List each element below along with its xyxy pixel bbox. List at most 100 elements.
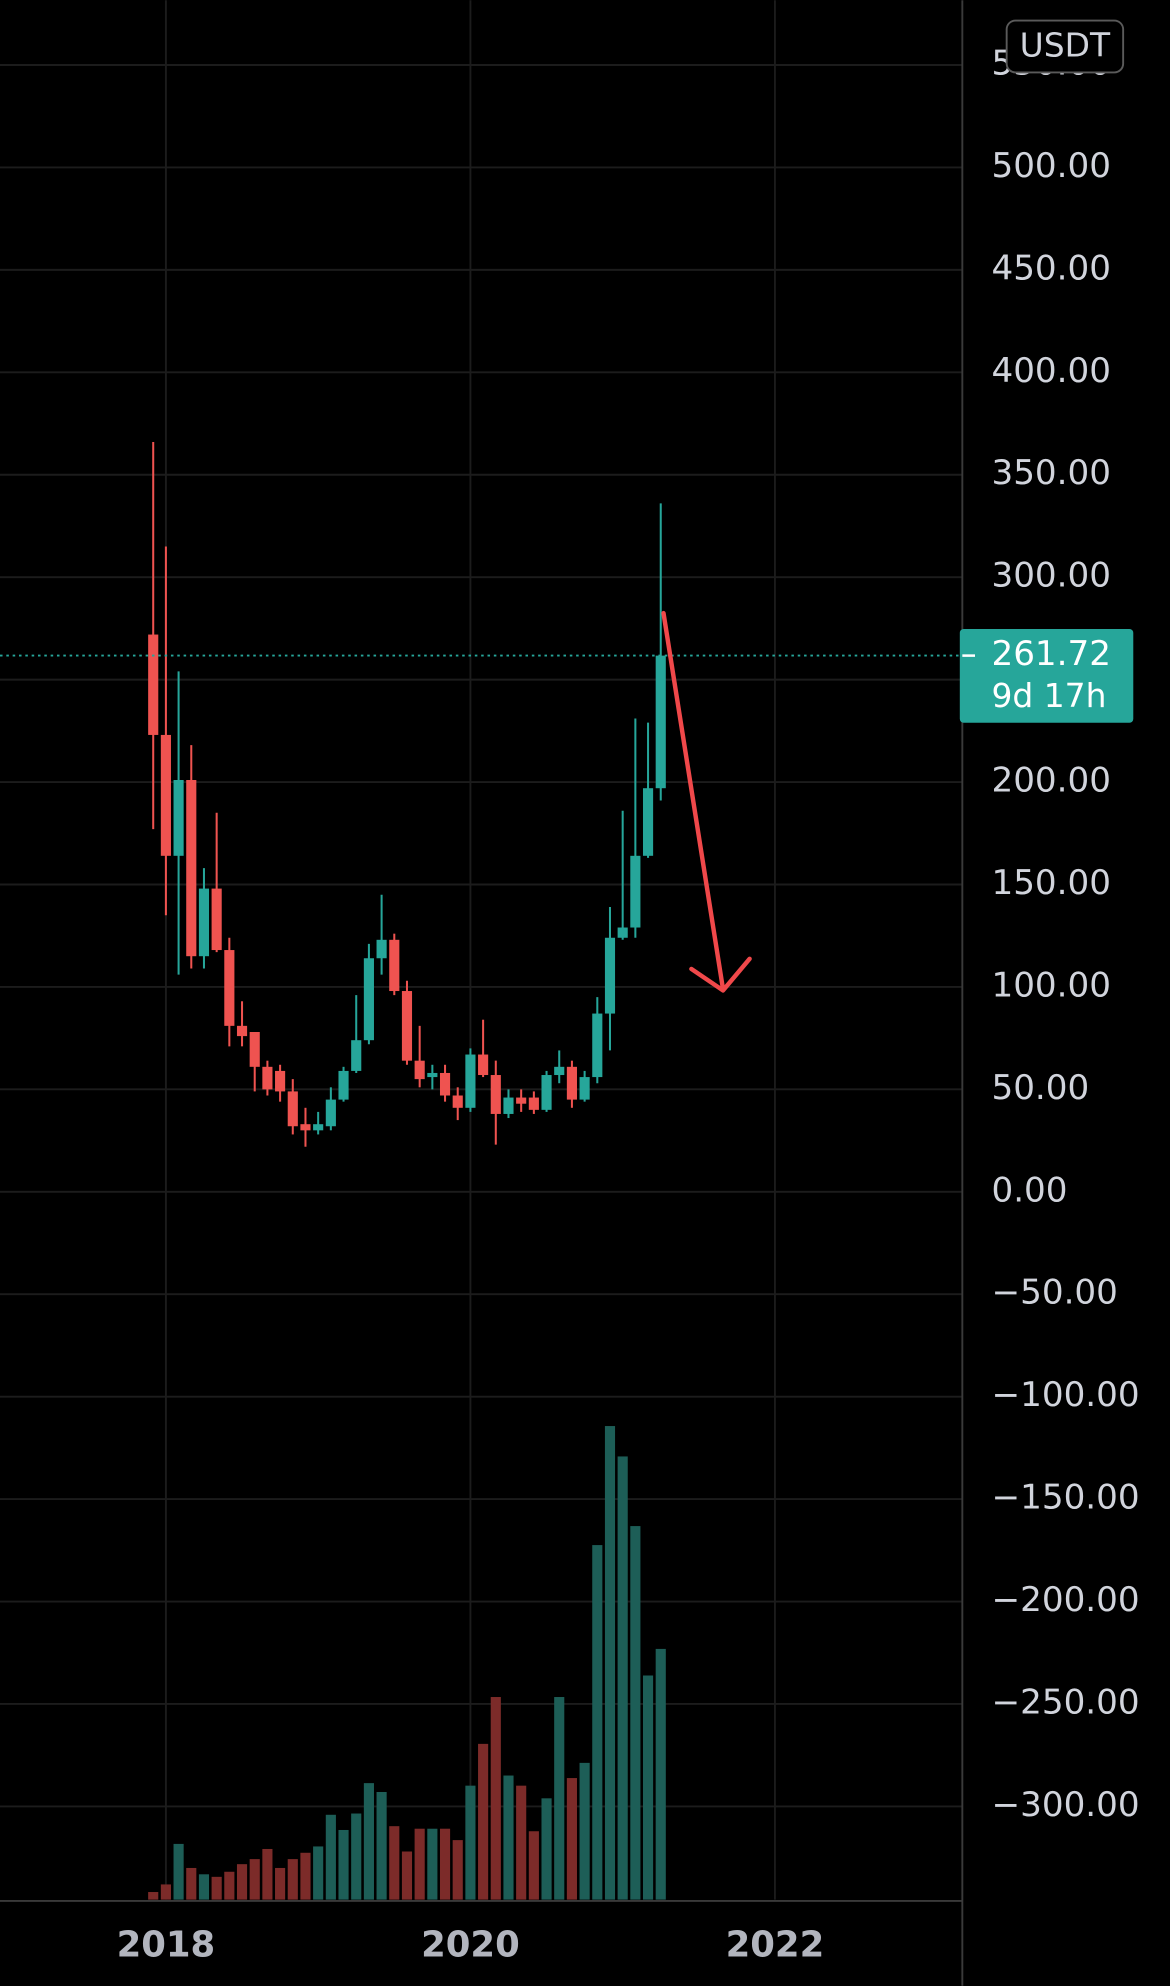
candle-body bbox=[236, 1025, 248, 1037]
candle-body bbox=[211, 888, 222, 951]
volume-bar bbox=[528, 1831, 539, 1900]
y-tick-label: 500.00 bbox=[991, 146, 1111, 186]
y-tick-label: −200.00 bbox=[991, 1580, 1139, 1620]
candle-body bbox=[617, 927, 628, 938]
volume-bar bbox=[604, 1426, 616, 1900]
candle-body bbox=[554, 1066, 565, 1076]
arrow-head bbox=[689, 956, 752, 993]
candle-body bbox=[541, 1075, 552, 1110]
volume-bar bbox=[198, 1874, 210, 1900]
volume-bar bbox=[566, 1778, 577, 1900]
candle-body bbox=[566, 1066, 577, 1100]
candle-body bbox=[275, 1070, 286, 1092]
y-tick-label: 100.00 bbox=[991, 965, 1111, 1005]
volume-bar bbox=[173, 1843, 184, 1900]
volume-bar bbox=[287, 1859, 298, 1900]
y-tick-label: 400.00 bbox=[991, 351, 1111, 391]
candle-body bbox=[642, 788, 654, 856]
candle-body bbox=[604, 937, 616, 1014]
volume-bar bbox=[389, 1826, 400, 1900]
y-tick-label: 0.00 bbox=[991, 1170, 1067, 1210]
volume-bar bbox=[275, 1867, 286, 1900]
candle-body bbox=[363, 958, 374, 1041]
trend-arrow bbox=[661, 610, 752, 993]
y-tick-label: 450.00 bbox=[991, 248, 1111, 288]
candle-body bbox=[325, 1099, 336, 1127]
candle-body bbox=[630, 855, 641, 928]
candle-body bbox=[592, 1013, 603, 1078]
candle-body bbox=[439, 1072, 451, 1096]
arrow-shaft bbox=[661, 610, 726, 992]
candle-body bbox=[262, 1066, 273, 1090]
x-tick-label: 2022 bbox=[726, 1924, 825, 1965]
candle-body bbox=[287, 1091, 298, 1127]
candles bbox=[0, 441, 963, 1147]
candle-body bbox=[465, 1054, 476, 1108]
candle-body bbox=[224, 950, 235, 1026]
candle-body bbox=[478, 1054, 489, 1076]
volume-bar bbox=[478, 1743, 489, 1900]
candle-body bbox=[351, 1040, 362, 1071]
candle-body bbox=[148, 634, 159, 735]
volume-bar bbox=[655, 1648, 666, 1900]
volume-pane bbox=[148, 1426, 666, 1900]
candle-body bbox=[528, 1097, 539, 1110]
candle-body bbox=[401, 991, 413, 1061]
candle-body bbox=[160, 734, 171, 856]
volume-bar bbox=[338, 1829, 349, 1900]
candle-body bbox=[186, 780, 197, 957]
candle-body bbox=[579, 1077, 590, 1100]
volume-bar bbox=[236, 1864, 248, 1900]
volume-bar bbox=[224, 1871, 235, 1900]
volume-bar bbox=[186, 1867, 197, 1900]
y-tick-label: −50.00 bbox=[991, 1273, 1117, 1313]
volume-bar bbox=[376, 1791, 387, 1900]
candle-body bbox=[338, 1070, 349, 1100]
y-tick-label: −100.00 bbox=[991, 1375, 1139, 1415]
volume-bar bbox=[554, 1697, 565, 1900]
volume-bar bbox=[249, 1859, 260, 1900]
bar-countdown: 9d 17h bbox=[991, 676, 1106, 715]
candle-body bbox=[300, 1124, 311, 1131]
y-tick-label: 50.00 bbox=[991, 1068, 1089, 1108]
candle-body bbox=[452, 1095, 463, 1108]
volume-bar bbox=[363, 1783, 374, 1900]
y-tick-label: −300.00 bbox=[991, 1785, 1139, 1825]
y-tick-label: 200.00 bbox=[991, 761, 1111, 801]
volume-bar bbox=[541, 1798, 552, 1900]
candle-body bbox=[655, 655, 666, 789]
candle-body bbox=[249, 1031, 260, 1067]
volume-bar bbox=[490, 1697, 501, 1900]
volume-bar bbox=[300, 1852, 311, 1900]
volume-bar bbox=[465, 1785, 476, 1900]
candle-body bbox=[516, 1097, 527, 1104]
volume-bar bbox=[617, 1456, 628, 1900]
candle-body bbox=[427, 1072, 438, 1078]
last-price-label: 261.72 bbox=[991, 634, 1111, 674]
currency-label[interactable]: USDT bbox=[1020, 26, 1111, 65]
volume-bar bbox=[427, 1828, 438, 1900]
volume-bar bbox=[452, 1840, 463, 1900]
currency-badge[interactable]: USDT bbox=[1005, 19, 1125, 74]
y-tick-label: 300.00 bbox=[991, 556, 1111, 596]
candle-body bbox=[173, 780, 184, 856]
volume-bar bbox=[262, 1848, 273, 1900]
volume-bar bbox=[148, 1892, 159, 1900]
volume-bar bbox=[516, 1785, 527, 1900]
volume-bar bbox=[401, 1851, 413, 1900]
candle-body bbox=[313, 1124, 324, 1131]
currency-box[interactable] bbox=[1005, 19, 1125, 74]
volume-bar bbox=[160, 1884, 171, 1900]
x-tick-label: 2018 bbox=[117, 1924, 216, 1965]
last-price-box bbox=[959, 629, 1134, 723]
grid bbox=[0, 0, 963, 1900]
y-tick-label: −150.00 bbox=[991, 1478, 1139, 1518]
candle-body bbox=[376, 939, 387, 959]
y-tick-label: 350.00 bbox=[991, 453, 1111, 493]
volume-bar bbox=[313, 1846, 324, 1900]
volume-bar bbox=[325, 1814, 336, 1900]
volume-bar bbox=[642, 1675, 654, 1900]
